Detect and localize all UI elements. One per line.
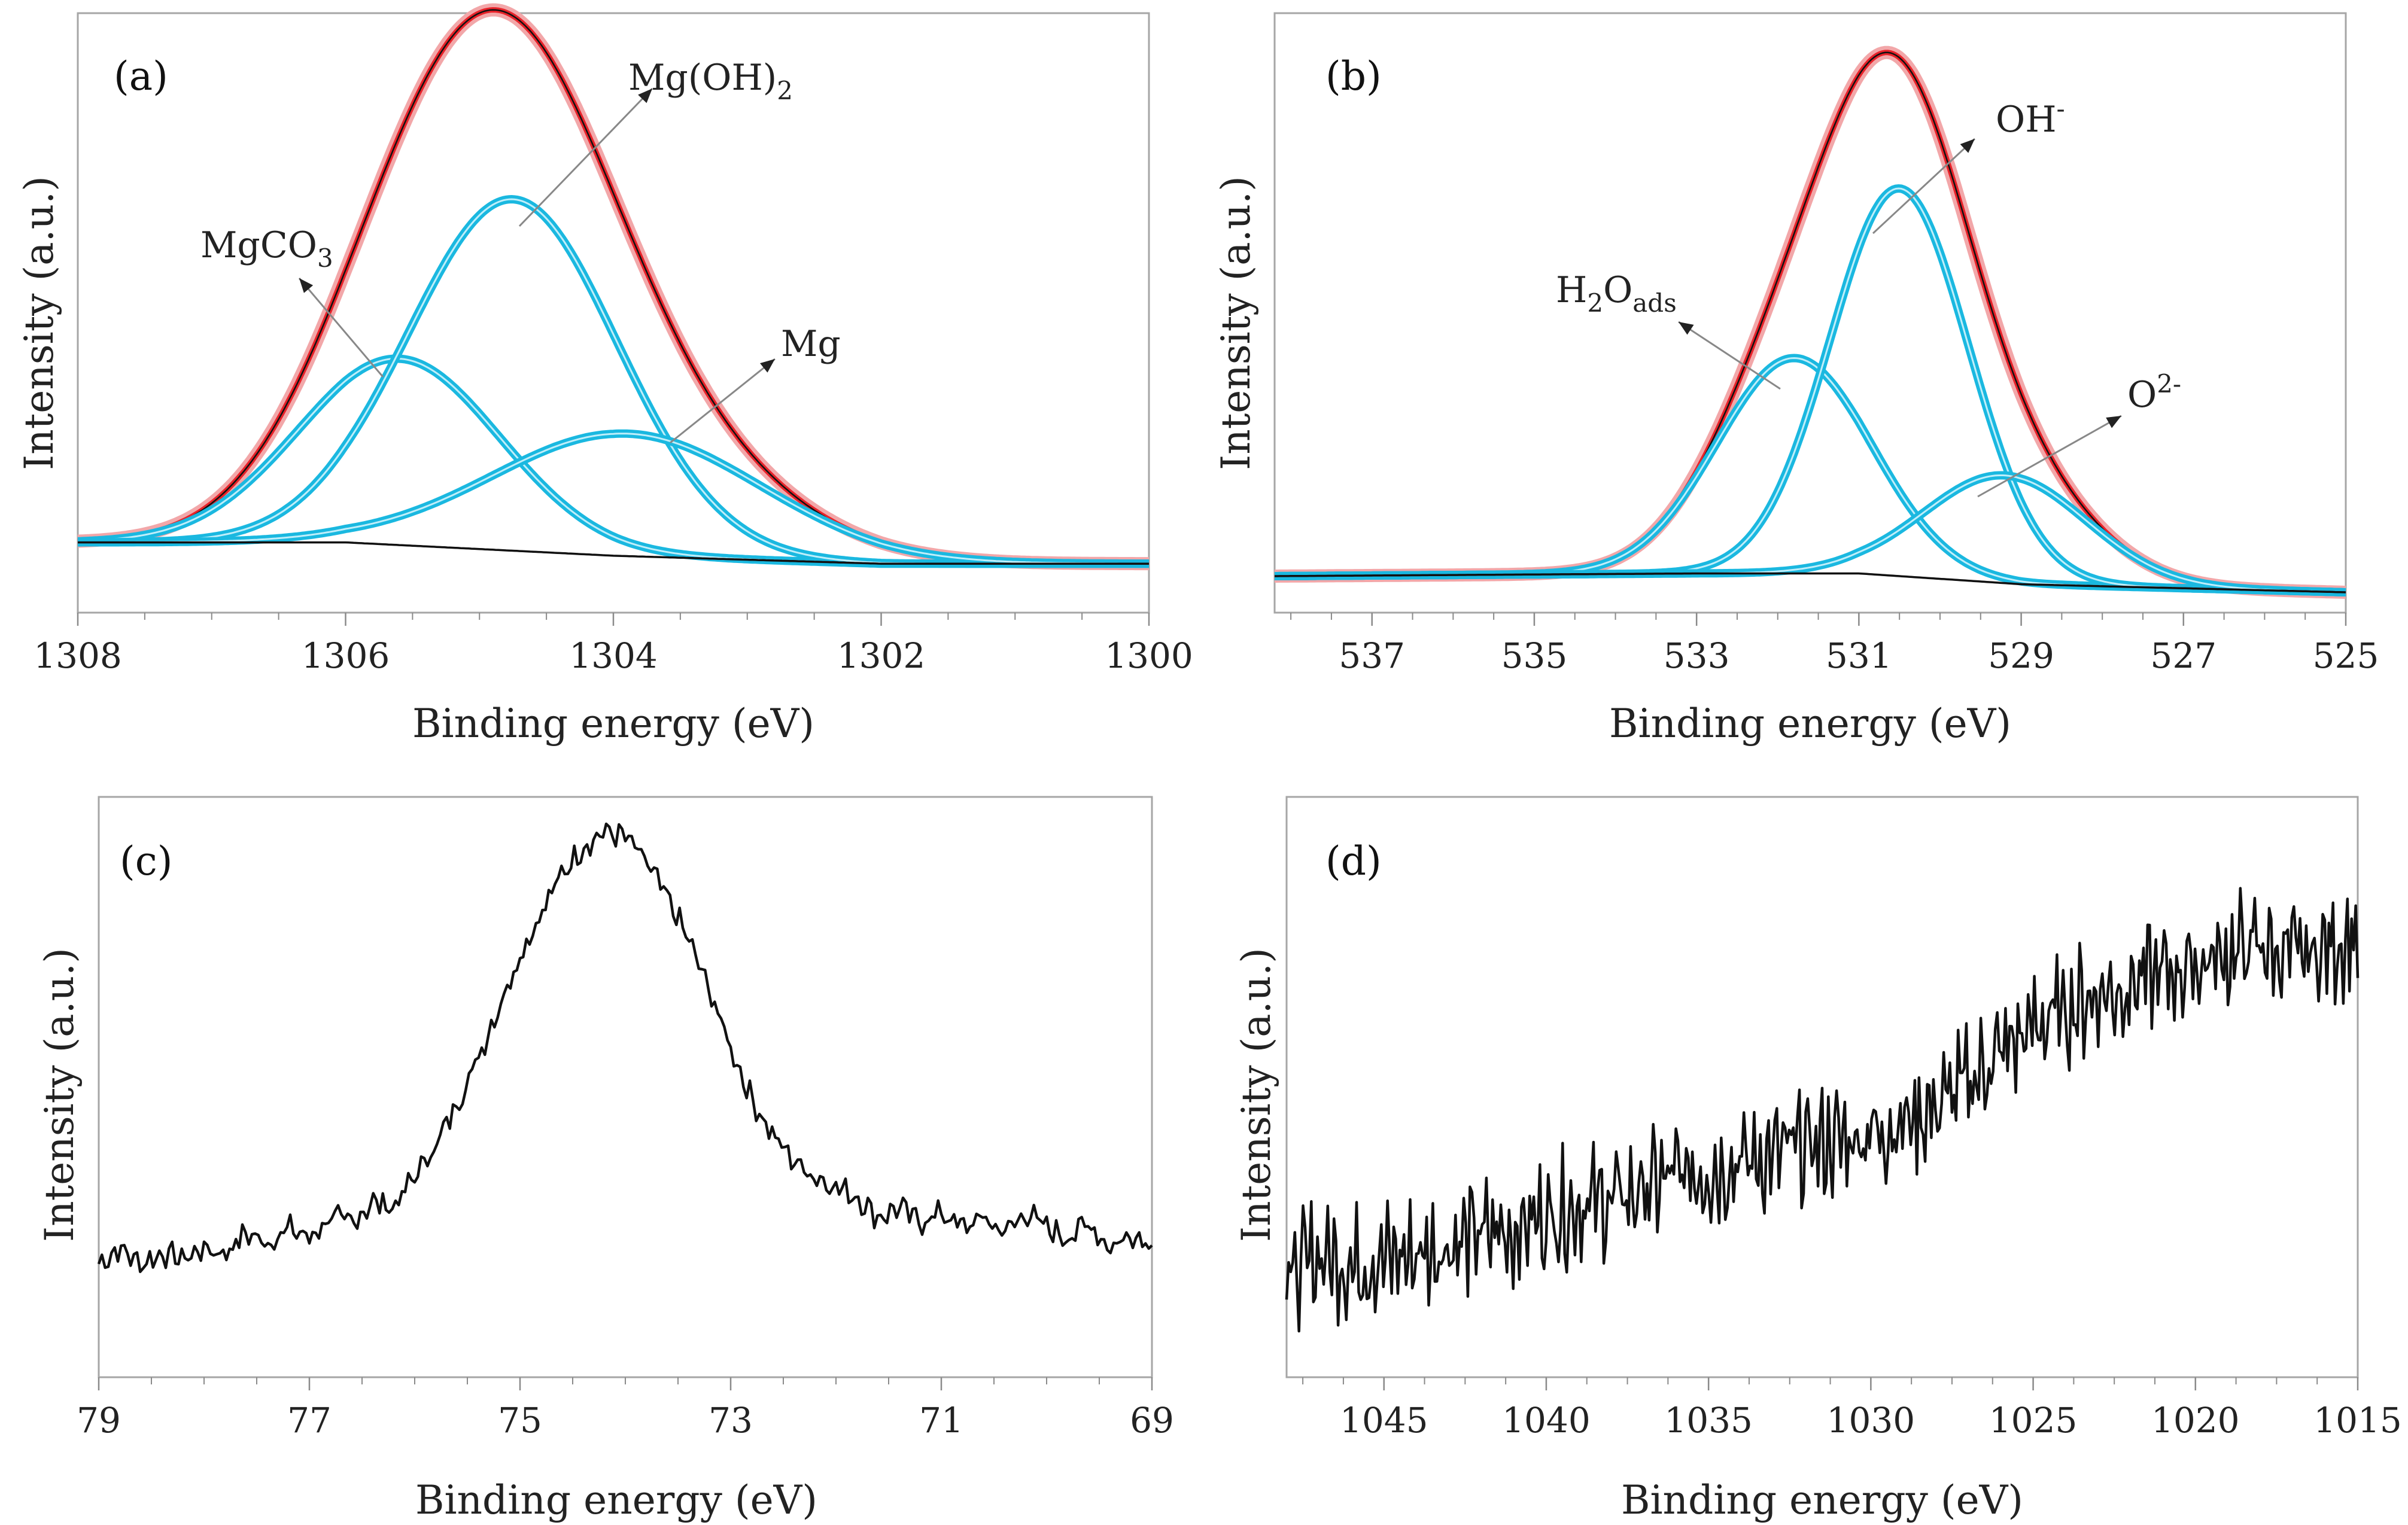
annotation-arrow — [298, 278, 384, 378]
arrowhead — [299, 278, 314, 293]
annotation-arrow — [670, 358, 776, 444]
annotation-o2: O2- — [2127, 369, 2181, 416]
y-axis-title: Intensity (a.u.) — [37, 948, 83, 1242]
arrowhead — [638, 89, 652, 104]
y-axis-title: Intensity (a.u.) — [16, 176, 62, 470]
x-tick-label: 1035 — [1664, 1400, 1753, 1441]
baseline-line — [78, 541, 1149, 565]
x-axis-title: Binding energy (eV) — [412, 701, 814, 747]
annotation-mgoh2: Mg(OH)2 — [628, 57, 793, 105]
x-tick-label: 1040 — [1502, 1400, 1591, 1441]
panel-label: (d) — [1325, 838, 1382, 884]
x-tick-label: 1020 — [2151, 1400, 2240, 1441]
envelope-halo — [1275, 45, 2346, 599]
chart-marks: 79 77 75 73 71 69 — [77, 822, 1174, 1441]
x-tick-label: 1300 — [1105, 635, 1193, 676]
x-tick-label: 529 — [1988, 635, 2054, 676]
x-tick-label: 1025 — [1989, 1400, 2078, 1441]
panel-a: 1308 1306 1304 1302 1300 (a) Binding energy … — [16, 3, 1193, 747]
annotation-mg: Mg — [781, 323, 841, 365]
x-axis-title: Binding energy (eV) — [1609, 701, 2011, 747]
x-tick-label: 1302 — [837, 635, 926, 676]
arrowhead — [2106, 416, 2121, 428]
x-tick-label: 69 — [1130, 1400, 1174, 1441]
x-tick-label: 527 — [2150, 635, 2217, 676]
chart-marks: 537 535 533 531 529 527 525 — [1275, 45, 2379, 676]
plot-frame — [77, 12, 1150, 614]
raw-spectrum-line — [1275, 51, 2346, 593]
x-tick-label: 535 — [1501, 635, 1568, 676]
x-axis-title: Binding energy (eV) — [415, 1477, 817, 1523]
panel-b: 537 535 533 531 529 527 525 (b) Binding energy… — [1213, 12, 2379, 747]
x-tick-label: 71 — [919, 1400, 963, 1441]
annotation-arrow — [1977, 415, 2122, 498]
chart-marks: 1045 1040 1035 1030 1025 1020 1015 — [1285, 887, 2402, 1441]
x-tick-label: 533 — [1664, 635, 1730, 676]
y-axis-title: Intensity (a.u.) — [1233, 948, 1279, 1242]
annotation-mgco3: MgCO3 — [200, 224, 333, 273]
component-highlight — [78, 433, 1149, 565]
spectrum-line — [97, 822, 1153, 1273]
envelope-line — [77, 7, 1149, 567]
arrowhead — [1960, 139, 1975, 153]
annotation-arrow — [1872, 138, 1976, 235]
component-OH- — [1275, 184, 2346, 596]
component-highlight — [1275, 187, 2346, 593]
component-Mg — [78, 429, 1149, 568]
plot-frame — [1285, 796, 2359, 1378]
x-tick-label: 531 — [1826, 635, 1892, 676]
x-tick-label: 537 — [1339, 635, 1405, 676]
annotation-h2o-ads: H2Oads — [1556, 269, 1677, 318]
x-tick-label: 1030 — [1827, 1400, 1916, 1441]
x-tick-label: 1306 — [302, 635, 390, 676]
x-tick-label: 79 — [77, 1400, 121, 1441]
envelope-line — [1275, 50, 2346, 595]
x-tick-label: 1015 — [2313, 1400, 2402, 1441]
panel-d: 1045 1040 1035 1030 1025 1020 1015 (d) Binding… — [1233, 796, 2402, 1523]
annotation-arrow — [518, 87, 653, 227]
panel-label: (a) — [114, 53, 168, 99]
y-axis-title: Intensity (a.u.) — [1213, 176, 1259, 470]
x-axis-title: Binding energy (eV) — [1621, 1477, 2023, 1523]
x-tick-label: 75 — [498, 1400, 542, 1441]
annotation-oh: OH- — [1996, 94, 2065, 141]
x-tick-label: 77 — [287, 1400, 332, 1441]
plot-frame — [98, 796, 1153, 1378]
panel-c: 79 77 75 73 71 69 (c) Binding energy (eV) Int… — [37, 796, 1174, 1523]
x-tick-label: 1304 — [569, 635, 658, 676]
arrowhead — [1679, 322, 1694, 335]
x-tick-label: 525 — [2313, 635, 2379, 676]
chart-marks: 1308 1306 1304 1302 1300 — [34, 3, 1193, 676]
panel-label: (b) — [1325, 53, 1382, 99]
x-tick-label: 1308 — [34, 635, 122, 676]
annotation-arrow — [1678, 321, 1781, 390]
x-tick-label: 1045 — [1340, 1400, 1428, 1441]
arrowhead — [760, 359, 775, 373]
baseline-line — [1275, 572, 2346, 593]
plot-frame — [1273, 12, 2347, 614]
panel-label: (c) — [120, 838, 172, 884]
spectrum-line — [1285, 887, 2360, 1333]
x-tick-label: 73 — [709, 1400, 753, 1441]
